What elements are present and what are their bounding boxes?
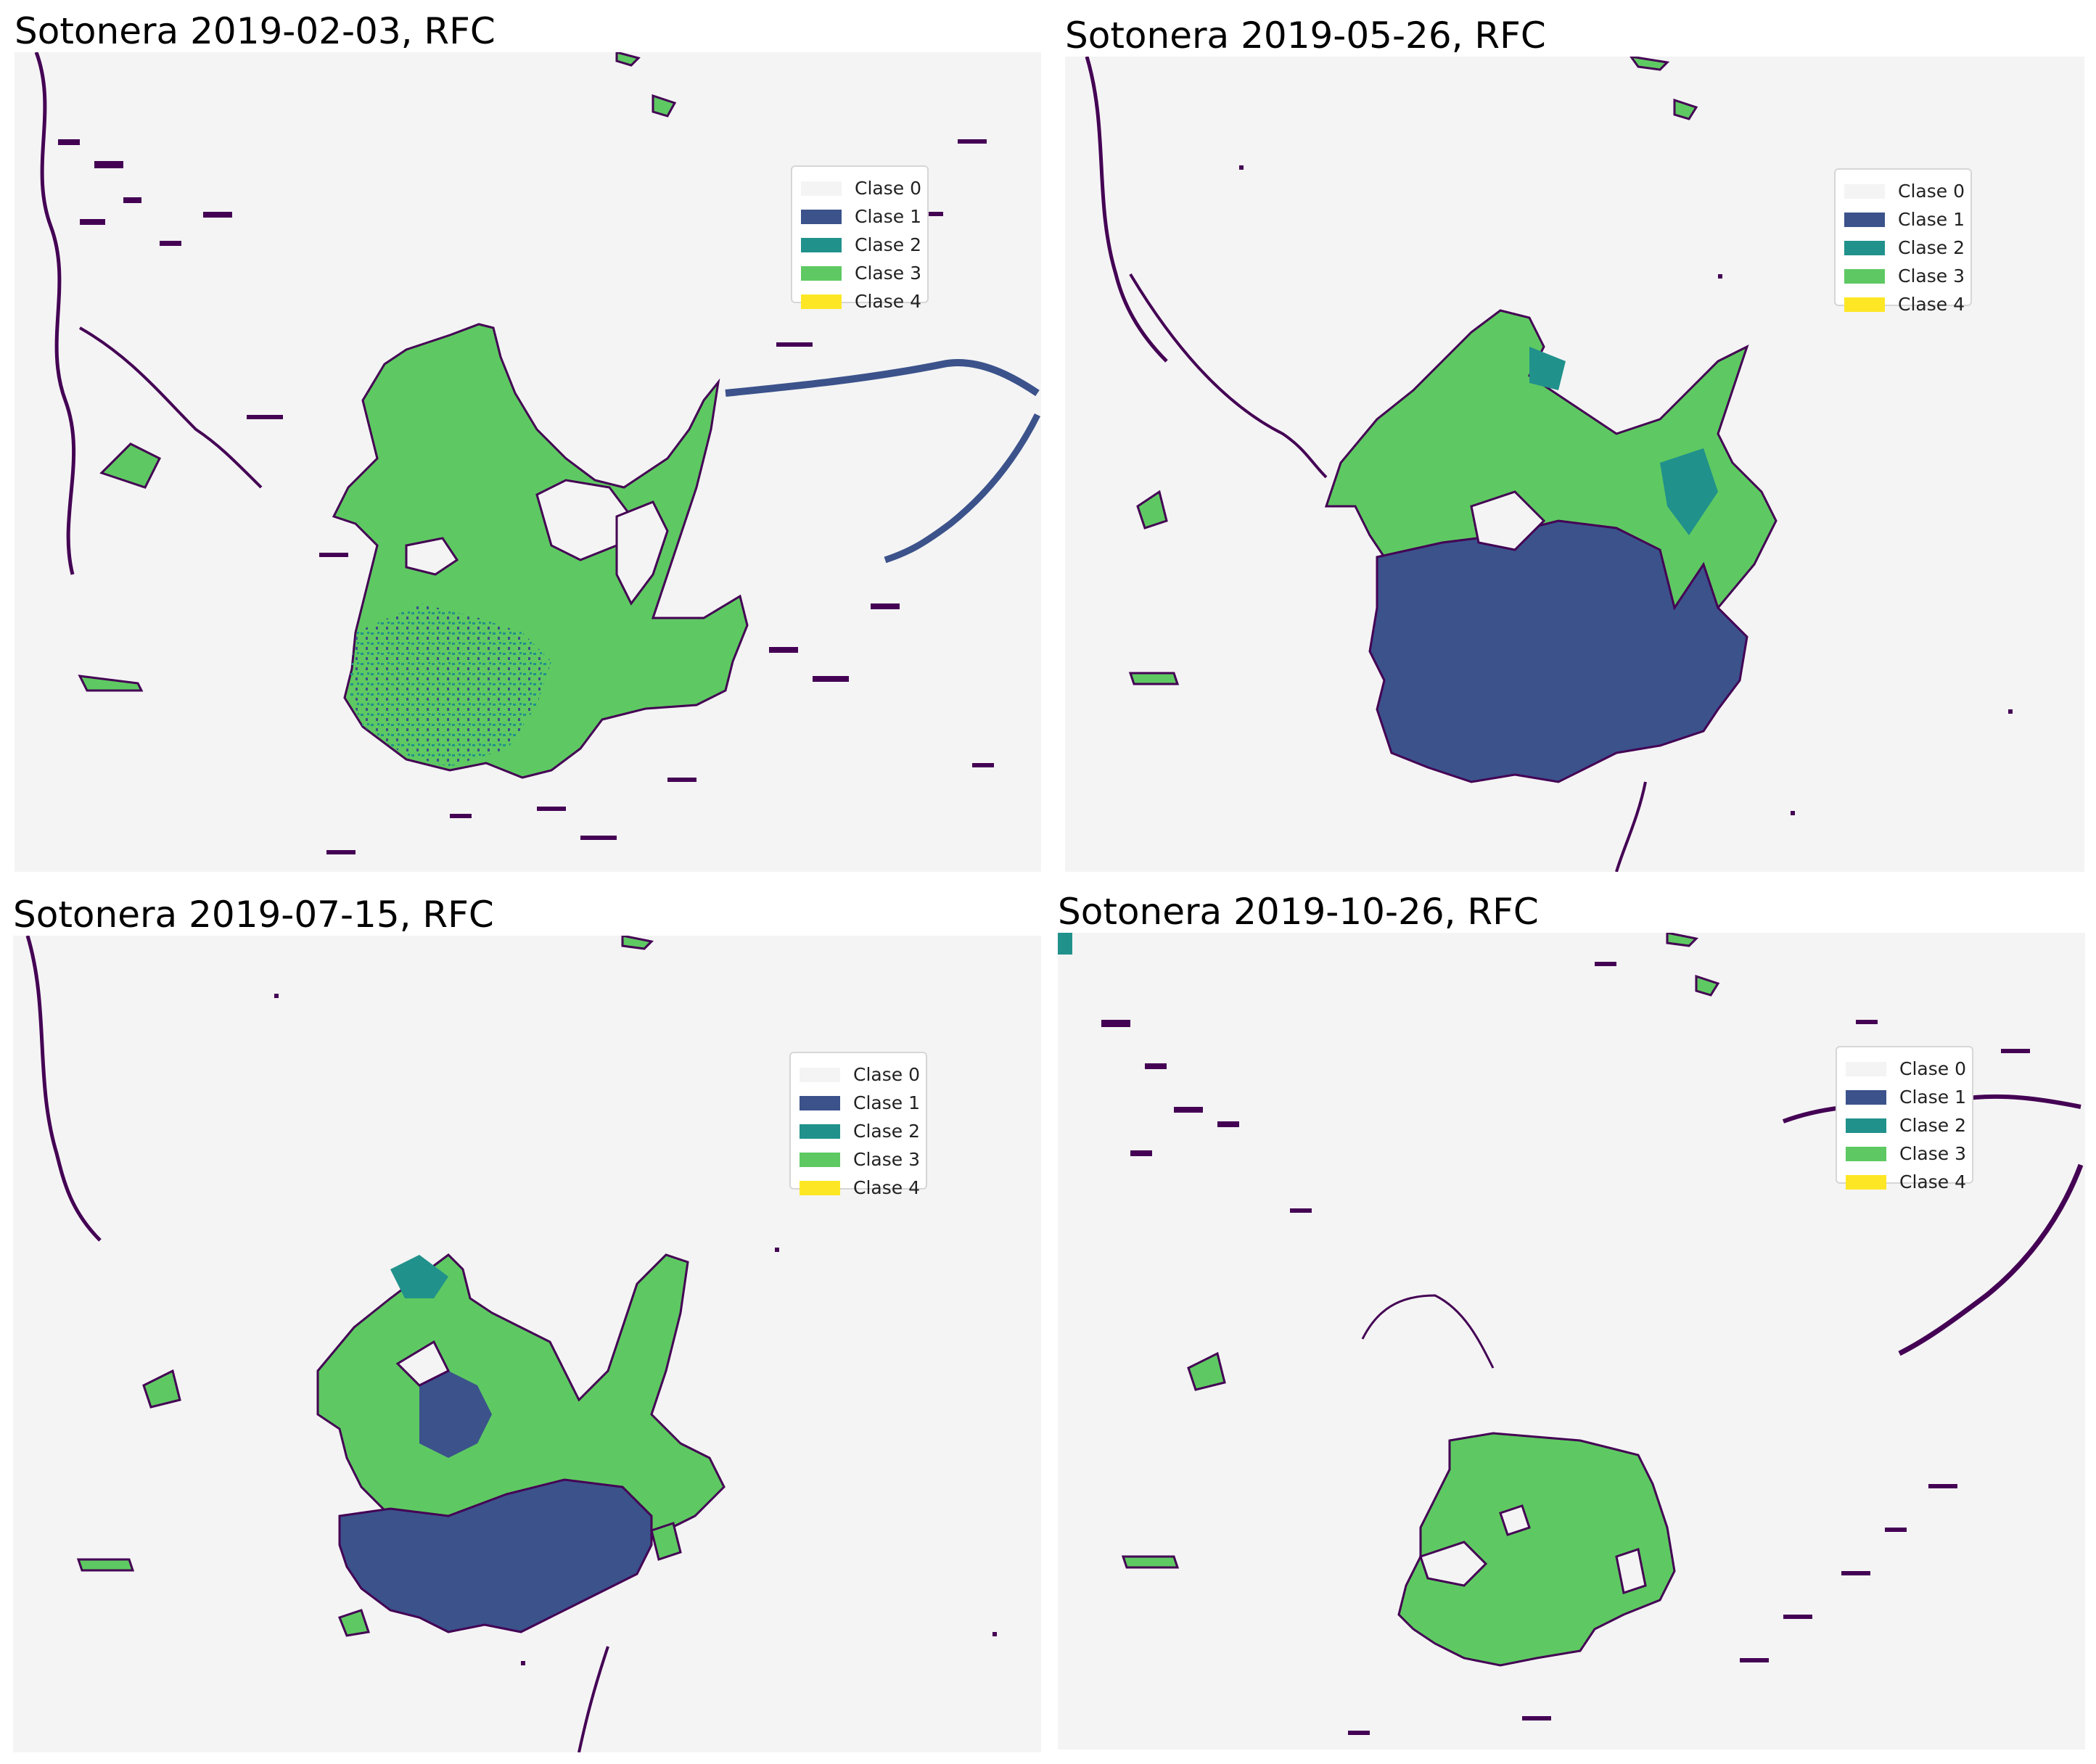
panel-2019-02-03: Sotonera 2019-02-03, RFC bbox=[0, 0, 1045, 878]
panel-2019-07-15: Sotonera 2019-07-15, RFC bbox=[0, 882, 1045, 1764]
classification-map: Clase 0 Clase 1 Clase 2 Clase 3 Clase 4 bbox=[13, 936, 1041, 1752]
legend-label: Clase 0 bbox=[855, 178, 921, 199]
map-canvas bbox=[25, 936, 997, 1752]
legend-label: Clase 4 bbox=[853, 1177, 920, 1198]
legend-swatch bbox=[800, 1180, 840, 1195]
legend-label: Clase 3 bbox=[1899, 1143, 1966, 1164]
panel-2019-05-26: Sotonera 2019-05-26, RFC bbox=[1052, 0, 2096, 878]
classification-map: Clase 0 Clase 1 Clase 2 Clase 3 Clase 4 bbox=[1058, 933, 2085, 1749]
legend-swatch bbox=[1846, 1146, 1886, 1161]
legend-item: Clase 1 bbox=[800, 1089, 920, 1117]
legend-item: Clase 0 bbox=[800, 1060, 920, 1089]
legend-swatch bbox=[800, 1095, 840, 1110]
legend-label: Clase 4 bbox=[1898, 294, 1965, 315]
panel-title: Sotonera 2019-02-03, RFC bbox=[15, 10, 496, 52]
legend-label: Clase 2 bbox=[853, 1121, 920, 1142]
map-canvas bbox=[1058, 933, 2084, 1735]
legend-item: Clase 0 bbox=[1844, 177, 1965, 205]
legend-label: Clase 1 bbox=[853, 1092, 920, 1113]
legend-swatch bbox=[1844, 212, 1885, 227]
legend-label: Clase 0 bbox=[1899, 1058, 1966, 1079]
legend-swatch bbox=[1846, 1174, 1886, 1190]
legend-item: Clase 2 bbox=[801, 231, 921, 259]
legend-swatch bbox=[1846, 1118, 1886, 1133]
legend-item: Clase 4 bbox=[1844, 290, 1965, 318]
legend-item: Clase 2 bbox=[800, 1117, 920, 1145]
legend-label: Clase 0 bbox=[853, 1064, 920, 1085]
legend-item: Clase 1 bbox=[1844, 205, 1965, 234]
legend-label: Clase 1 bbox=[855, 206, 921, 227]
legend-label: Clase 2 bbox=[1899, 1115, 1966, 1136]
legend-item: Clase 0 bbox=[801, 174, 921, 202]
legend-label: Clase 3 bbox=[855, 263, 921, 284]
legend: Clase 0 Clase 1 Clase 2 Clase 3 Clase 4 bbox=[1834, 168, 1972, 315]
legend-item: Clase 0 bbox=[1846, 1055, 1966, 1083]
legend-swatch bbox=[801, 181, 842, 196]
legend-swatch bbox=[801, 237, 842, 252]
legend-item: Clase 3 bbox=[800, 1145, 920, 1174]
legend-swatch bbox=[1844, 268, 1885, 284]
legend-label: Clase 1 bbox=[1899, 1087, 1966, 1108]
legend-label: Clase 3 bbox=[1898, 265, 1965, 287]
legend-swatch bbox=[801, 265, 842, 281]
legend: Clase 0 Clase 1 Clase 2 Clase 3 Clase 4 bbox=[791, 165, 929, 312]
legend-swatch bbox=[800, 1152, 840, 1167]
legend-item: Clase 3 bbox=[801, 259, 921, 287]
legend-swatch bbox=[1844, 240, 1885, 255]
legend-swatch bbox=[1846, 1089, 1886, 1105]
legend-item: Clase 4 bbox=[1846, 1168, 1966, 1196]
legend-label: Clase 1 bbox=[1898, 209, 1965, 230]
legend: Clase 0 Clase 1 Clase 2 Clase 3 Clase 4 bbox=[1836, 1046, 1973, 1192]
legend-swatch bbox=[1846, 1061, 1886, 1076]
legend-label: Clase 3 bbox=[853, 1149, 920, 1170]
legend-label: Clase 2 bbox=[1898, 237, 1965, 258]
legend-label: Clase 2 bbox=[855, 234, 921, 255]
map-canvas bbox=[1085, 57, 2013, 872]
legend-item: Clase 2 bbox=[1846, 1111, 1966, 1139]
legend-item: Clase 2 bbox=[1844, 234, 1965, 262]
legend-swatch bbox=[1844, 297, 1885, 312]
legend-swatch bbox=[800, 1124, 840, 1139]
panel-title: Sotonera 2019-10-26, RFC bbox=[1058, 891, 1539, 933]
legend-swatch bbox=[800, 1067, 840, 1082]
classification-map: Clase 0 Clase 1 Clase 2 Clase 3 Clase 4 bbox=[15, 52, 1041, 872]
legend-label: Clase 4 bbox=[855, 291, 921, 312]
legend-swatch bbox=[801, 294, 842, 309]
legend: Clase 0 Clase 1 Clase 2 Clase 3 Clase 4 bbox=[789, 1052, 927, 1198]
legend-item: Clase 1 bbox=[1846, 1083, 1966, 1111]
panel-2019-10-26: Sotonera 2019-10-26, RFC bbox=[1052, 882, 2096, 1764]
legend-item: Clase 3 bbox=[1846, 1139, 1966, 1168]
panel-title: Sotonera 2019-07-15, RFC bbox=[13, 894, 494, 936]
classification-map: Clase 0 Clase 1 Clase 2 Clase 3 Clase 4 bbox=[1065, 57, 2084, 872]
legend-item: Clase 1 bbox=[801, 202, 921, 231]
panel-title: Sotonera 2019-05-26, RFC bbox=[1065, 15, 1546, 57]
legend-item: Clase 3 bbox=[1844, 262, 1965, 290]
legend-item: Clase 4 bbox=[800, 1174, 920, 1202]
legend-label: Clase 0 bbox=[1898, 181, 1965, 202]
map-canvas bbox=[34, 52, 1041, 854]
legend-swatch bbox=[801, 209, 842, 224]
legend-item: Clase 4 bbox=[801, 287, 921, 316]
legend-label: Clase 4 bbox=[1899, 1171, 1966, 1192]
legend-swatch bbox=[1844, 184, 1885, 199]
